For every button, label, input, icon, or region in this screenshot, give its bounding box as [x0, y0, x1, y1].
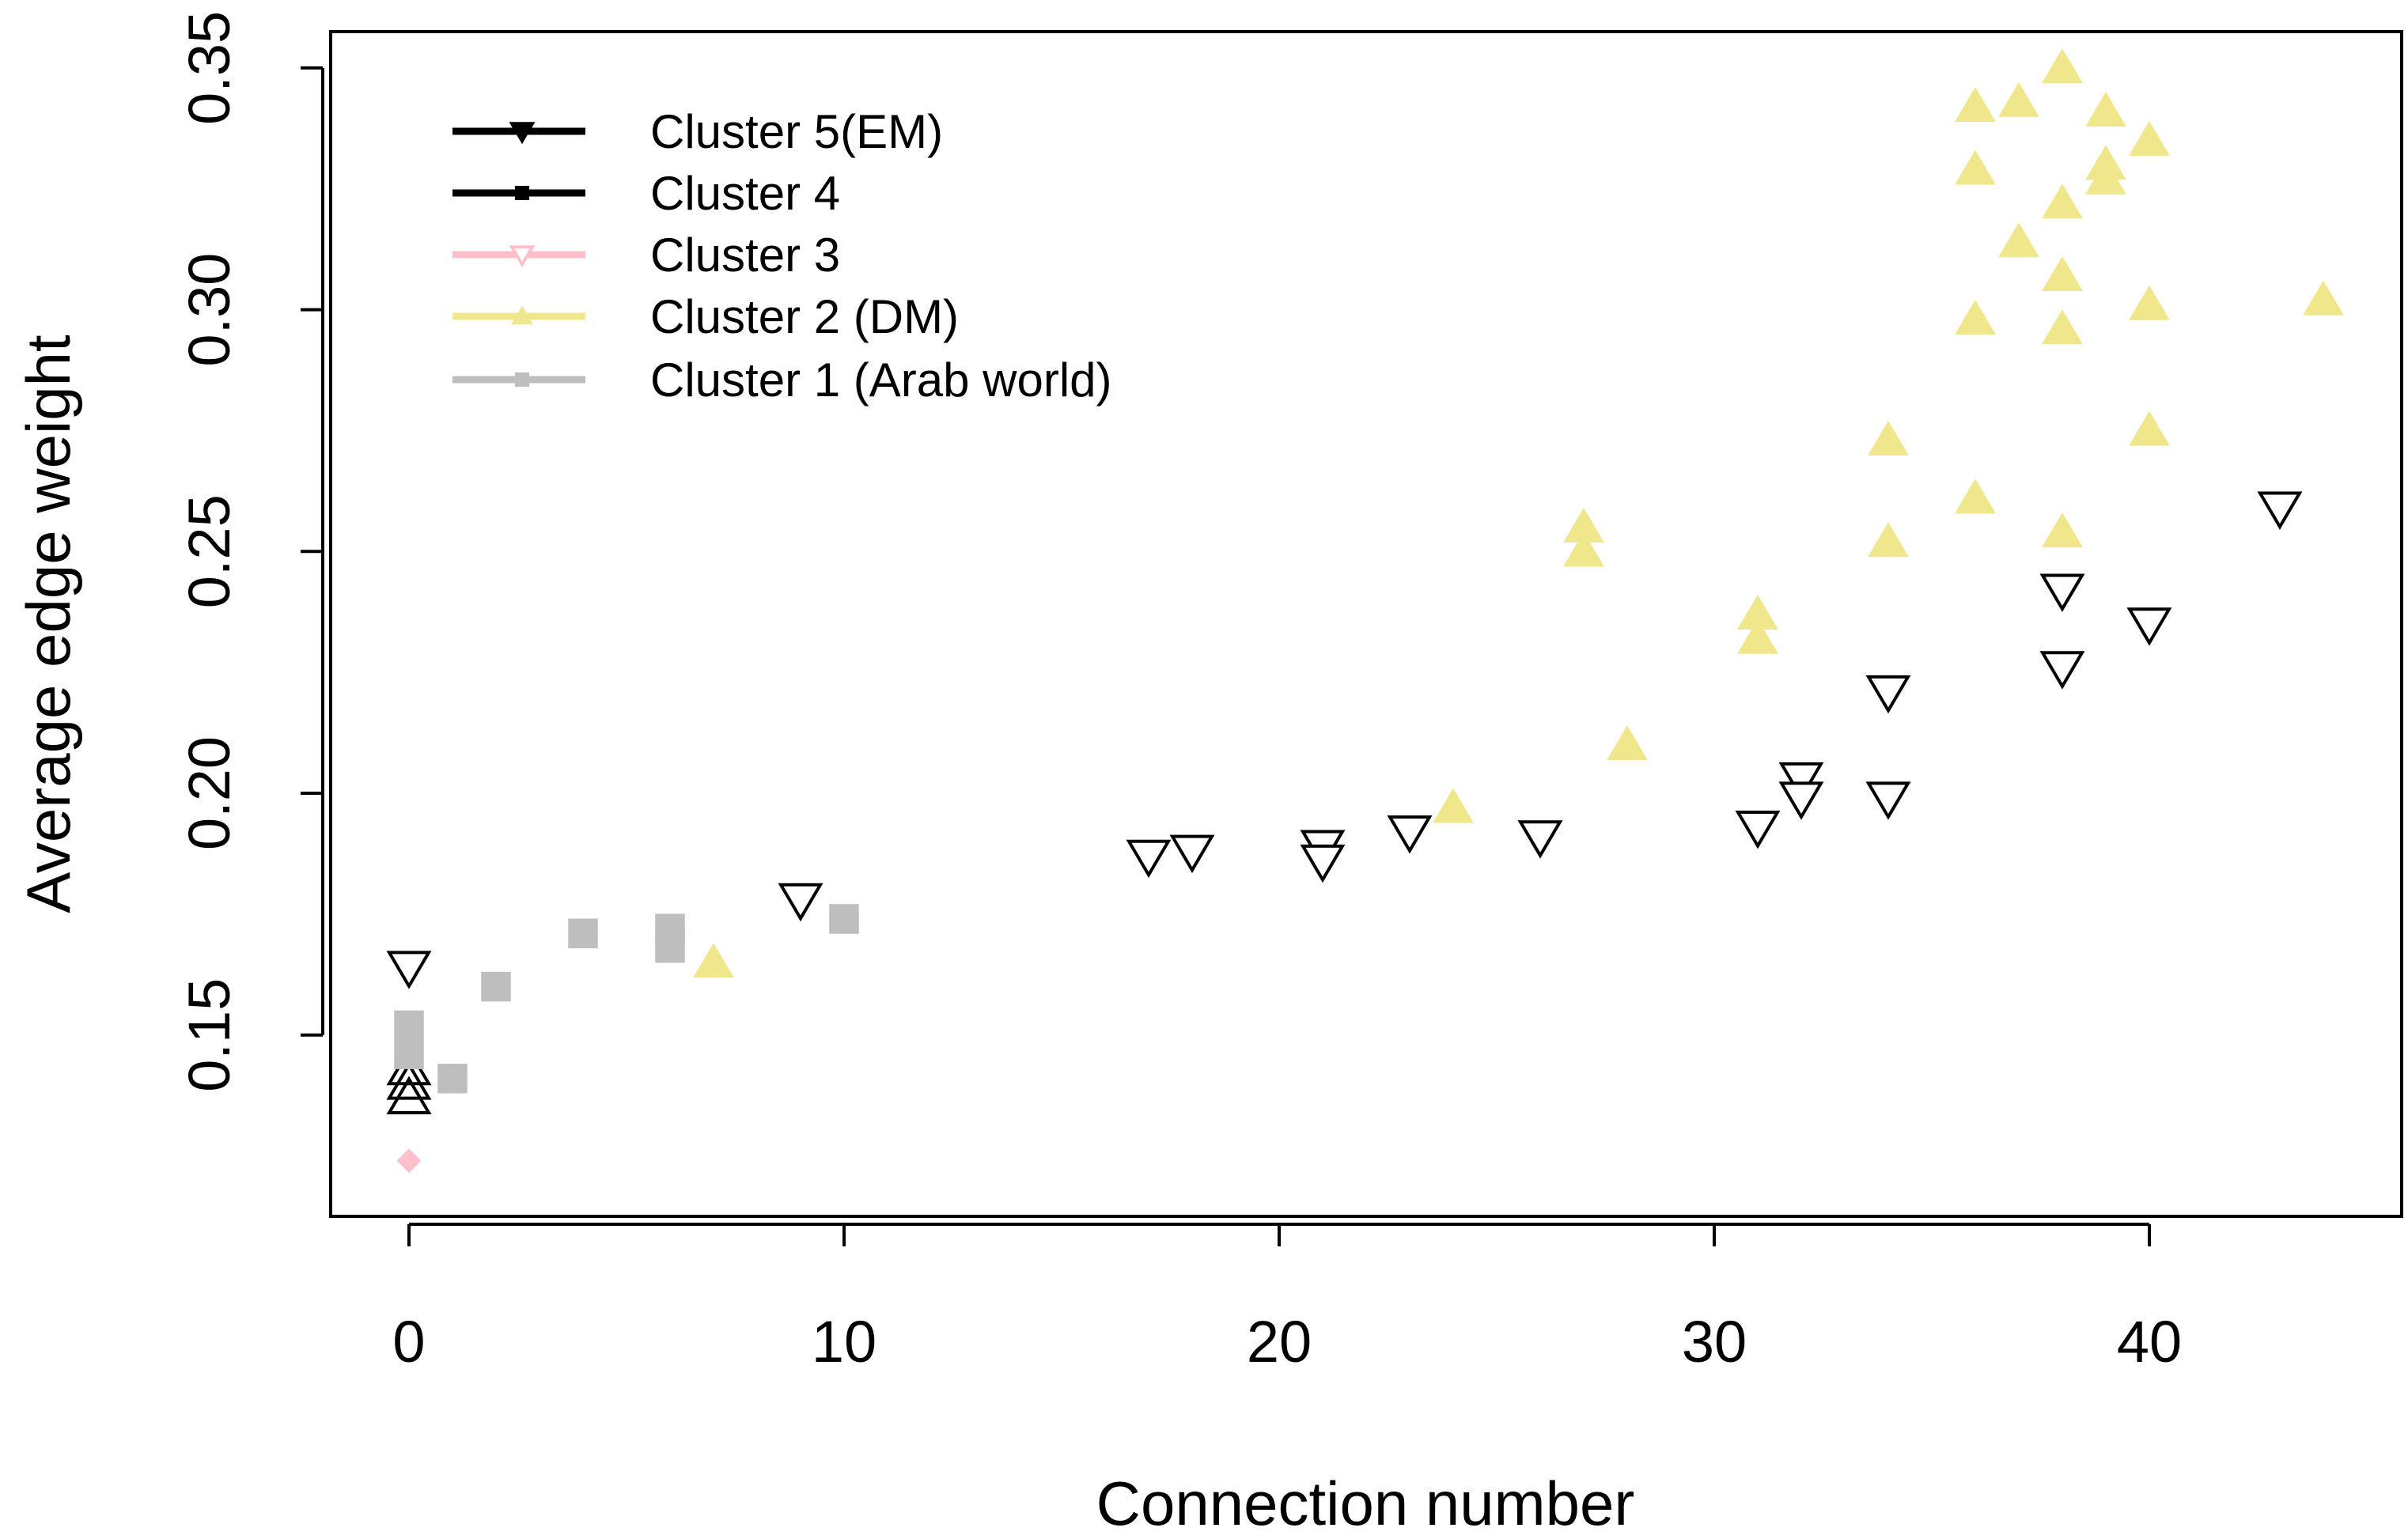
- data-point: [2042, 48, 2083, 84]
- legend-item: Cluster 2 (DM): [452, 290, 959, 343]
- data-point: [2126, 607, 2172, 646]
- data-point: [1865, 781, 1911, 820]
- data-point: [1517, 820, 1563, 859]
- data-point: [1955, 87, 1996, 123]
- data-point: [2085, 92, 2126, 127]
- data-point: [394, 1039, 424, 1069]
- legend-label: Cluster 2 (DM): [650, 290, 959, 343]
- y-tick-label: 0.25: [176, 494, 242, 608]
- legend-marker: [509, 245, 536, 268]
- data-point: [568, 918, 598, 949]
- y-tick-label: 0.20: [176, 736, 242, 850]
- plot-frame: [329, 30, 2403, 1218]
- x-tick-label: 0: [392, 1309, 425, 1375]
- data-point: [2129, 120, 2170, 156]
- legend-label: Cluster 1 (Arab world): [650, 354, 1112, 406]
- data-point: [2129, 285, 2170, 320]
- data-point: [394, 1010, 424, 1041]
- data-point: [2042, 309, 2083, 345]
- y-tick-label: 0.35: [176, 11, 242, 125]
- data-point: [1955, 478, 1996, 514]
- x-axis-title: Connection number: [1096, 1469, 1635, 1538]
- data-point: [386, 1076, 432, 1114]
- legend-item: Cluster 4: [452, 167, 840, 220]
- data-point: [1998, 81, 2039, 117]
- data-point: [1998, 222, 2039, 258]
- y-tick-label: 0.15: [176, 978, 242, 1092]
- legend-label: Cluster 4: [650, 167, 840, 220]
- legend-label: Cluster 5(EM): [650, 105, 943, 158]
- data-point: [1955, 300, 1996, 335]
- data-point: [829, 904, 859, 934]
- x-tick-label: 20: [1247, 1309, 1312, 1375]
- legend-item: Cluster 1 (Arab world): [452, 354, 1112, 406]
- series-5: [394, 904, 859, 1094]
- series-3: [396, 1148, 422, 1174]
- y-axis: 0.15 0.20 0.25 0.30 0.35: [176, 11, 324, 1092]
- legend-item: Cluster 5(EM): [452, 105, 943, 158]
- data-point: [1735, 811, 1781, 849]
- x-tick-label: 10: [812, 1309, 876, 1375]
- x-axis: 0 10 20 30 40: [392, 1223, 2182, 1375]
- legend-label: Cluster 3: [650, 229, 840, 282]
- data-point: [2042, 183, 2083, 219]
- data-point: [1433, 788, 1474, 823]
- data-point: [1300, 844, 1346, 883]
- series-4: [693, 48, 2344, 978]
- data-point: [1868, 420, 1909, 456]
- legend-marker: [511, 305, 533, 325]
- x-tick-label: 40: [2117, 1309, 2182, 1375]
- data-points: [386, 48, 2344, 1174]
- data-point: [1865, 675, 1911, 714]
- data-point: [1778, 781, 1824, 820]
- data-point: [437, 1063, 468, 1094]
- data-point: [2042, 512, 2083, 548]
- x-tick-label: 30: [1682, 1309, 1747, 1375]
- data-point: [1778, 762, 1824, 801]
- data-point: [2085, 159, 2126, 195]
- data-point: [2039, 651, 2085, 690]
- data-point: [1737, 618, 1778, 654]
- data-point: [2039, 573, 2085, 612]
- data-point: [1868, 522, 1909, 558]
- data-point: [1563, 531, 1604, 567]
- legend: Cluster 5(EM) Cluster 4 Cluster 3 Cluster 2…: [452, 105, 1112, 406]
- data-point: [1126, 839, 1172, 879]
- data-point: [2257, 491, 2303, 530]
- data-point: [2129, 410, 2170, 446]
- data-point: [386, 1061, 432, 1100]
- data-point: [2042, 256, 2083, 292]
- legend-marker: [515, 186, 529, 200]
- data-point: [1607, 725, 1648, 761]
- data-point: [1169, 834, 1215, 874]
- data-point: [1387, 815, 1433, 854]
- data-point: [778, 883, 823, 922]
- legend-marker: [509, 122, 536, 145]
- data-point: [693, 943, 734, 978]
- data-point: [396, 1148, 422, 1174]
- legend-item: Cluster 3: [452, 229, 840, 282]
- data-point: [2303, 280, 2344, 316]
- data-point: [1955, 149, 1996, 185]
- y-axis-title: Average edge weight: [13, 335, 83, 913]
- y-tick-label: 0.30: [176, 253, 242, 367]
- data-point: [655, 932, 685, 963]
- data-point: [386, 951, 432, 989]
- series-1: [386, 491, 2303, 989]
- legend-marker: [515, 372, 529, 387]
- data-point: [481, 971, 511, 1002]
